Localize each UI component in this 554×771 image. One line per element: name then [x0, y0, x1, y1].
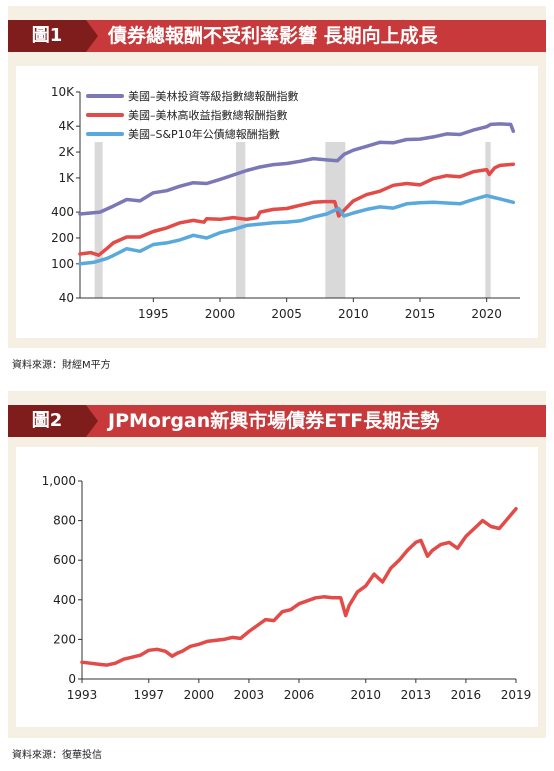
x-tick-label: 1997 [133, 688, 164, 702]
x-tick-label: 2013 [401, 688, 432, 702]
chart1-header: 圖1 債券總報酬不受利率影響 長期向上成長 [8, 20, 546, 52]
y-tick-label: 2K [58, 145, 75, 159]
chart2-panel: 圖2 JPMorgan新興市場債券ETF長期走勢 0 200 400 600 800 1,… [8, 391, 546, 738]
series-line-2 [78, 193, 516, 266]
x-tick-label: 2010 [350, 688, 381, 702]
x-tick-label: 2003 [234, 688, 265, 702]
y-tick-label: 10K [51, 85, 75, 99]
x-tick-label: 1995 [138, 307, 169, 321]
x-tick-label: 2015 [405, 307, 436, 321]
x-tick-label: 2016 [451, 688, 482, 702]
y-tick-label: 800 [53, 514, 76, 528]
y-tick-label: 400 [53, 593, 76, 607]
chart1-title: 債券總報酬不受利率影響 長期向上成長 [108, 25, 438, 47]
chart1-source: 資料來源：財經M平方 [12, 360, 111, 371]
series-line-0 [78, 122, 516, 216]
x-tick-label: 2020 [471, 307, 502, 321]
x-tick-label: 2000 [205, 307, 236, 321]
y-tick-label: 400 [51, 205, 74, 219]
x-tick-label: 2019 [501, 688, 532, 702]
chart1-svg: 40 100 200 400 1K 2K 4K 10K 1995 2000 2005 2010 2015… [51, 85, 520, 321]
x-tick-label: 2006 [284, 688, 315, 702]
legend-label-0: 美國–美林投資等級指數總報酬指數 [128, 89, 299, 103]
y-tick-label: 4K [58, 119, 75, 133]
x-tick-label: 2000 [184, 688, 215, 702]
chart2-source: 資料來源：復華投信 [12, 750, 102, 761]
y-tick-label: 40 [59, 291, 74, 305]
chart2-figure-number: 圖2 [8, 405, 98, 437]
y-tick-label: 1,000 [42, 474, 76, 488]
y-tick-label: 100 [51, 257, 74, 271]
y-tick-label: 200 [51, 231, 74, 245]
series-line-1 [78, 162, 516, 257]
x-tick-label: 2010 [338, 307, 369, 321]
legend-label-2: 美國–S&P10年公債總報酬指數 [128, 127, 280, 141]
chart1-panel: 圖1 債券總報酬不受利率影響 長期向上成長 40 100 200 400 1K 2K 4K 1… [8, 6, 546, 348]
y-tick-label: 0 [68, 672, 76, 686]
y-tick-label: 1K [58, 171, 75, 185]
y-tick-label: 200 [53, 632, 76, 646]
series-line-0 [80, 506, 518, 667]
chart2-svg: 0 200 400 600 800 1,000 1993 1997 2000 2003 2006 20… [42, 474, 532, 702]
recession-shade-2 [325, 142, 346, 298]
recession-shade-3 [485, 142, 491, 298]
chart2-header: 圖2 JPMorgan新興市場債券ETF長期走勢 [8, 405, 546, 437]
y-tick-label: 600 [53, 553, 76, 567]
x-tick-label: 2005 [271, 307, 302, 321]
chart2-plot-area: 0 200 400 600 800 1,000 1993 1997 2000 2003 2006 20… [16, 447, 538, 727]
x-tick-label: 1993 [67, 688, 98, 702]
recession-shade-0 [94, 142, 103, 298]
chart2-title: JPMorgan新興市場債券ETF長期走勢 [108, 410, 440, 432]
legend-label-1: 美國–美林高收益指數總報酬指數 [128, 108, 288, 122]
chart1-figure-number: 圖1 [8, 20, 98, 52]
chart1-plot-area: 40 100 200 400 1K 2K 4K 10K 1995 2000 2005 2010 2015… [16, 66, 538, 338]
